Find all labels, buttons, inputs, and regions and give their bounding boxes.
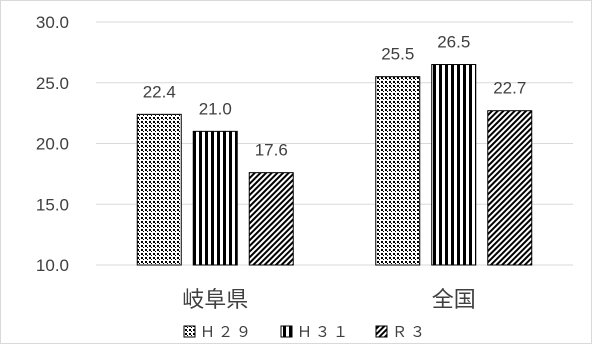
y-tick-label: 30.0: [36, 13, 69, 32]
data-label: 21.0: [199, 99, 232, 118]
data-labels: 22.4 21.0 17.6 25.5 26.5 22.7: [143, 33, 527, 160]
y-tick-label: 25.0: [36, 74, 69, 93]
legend-label: Ｈ３１: [297, 323, 351, 341]
bar-0-2: [248, 172, 294, 266]
bars: [136, 64, 533, 266]
legend-swatch: [183, 325, 196, 338]
data-label: 25.5: [381, 45, 414, 64]
bar-0-0: [136, 113, 182, 266]
category-labels: 岐阜県 全国: [182, 288, 476, 313]
legend-label: Ｒ３: [392, 323, 428, 341]
data-label: 22.4: [143, 82, 176, 101]
legend-label: Ｈ２９: [200, 323, 254, 341]
legend: Ｈ２９ Ｈ３１ Ｒ３: [183, 323, 428, 341]
legend-swatch: [280, 325, 293, 338]
bar-1-1: [431, 64, 477, 266]
data-label: 17.6: [255, 141, 288, 160]
bar-0-1: [192, 130, 238, 266]
y-tick-label: 15.0: [36, 195, 69, 214]
bar-1-0: [375, 76, 421, 266]
y-axis-ticks: 10.0 15.0 20.0 25.0 30.0: [36, 13, 69, 275]
data-label: 26.5: [437, 33, 470, 52]
category-label: 全国: [432, 288, 476, 313]
category-label: 岐阜県: [182, 288, 248, 313]
bar-1-2: [487, 110, 533, 266]
legend-swatch: [375, 325, 388, 338]
y-tick-label: 10.0: [36, 256, 69, 275]
y-tick-label: 20.0: [36, 135, 69, 154]
data-label: 22.7: [493, 79, 526, 98]
